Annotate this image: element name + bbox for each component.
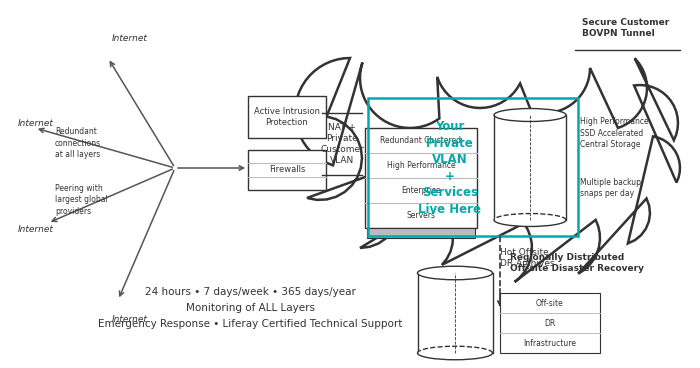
- Text: DR: DR: [545, 318, 556, 328]
- Bar: [365, 128, 477, 228]
- Text: Internet: Internet: [18, 118, 54, 127]
- Text: Active Intrusion
Protection: Active Intrusion Protection: [254, 107, 320, 127]
- Bar: [417, 273, 493, 353]
- Text: Redundant Clustered: Redundant Clustered: [381, 136, 461, 145]
- Polygon shape: [295, 58, 680, 282]
- Text: Internet: Internet: [112, 34, 148, 43]
- Text: Regionally Distributed
Off-site Disaster Recovery: Regionally Distributed Off-site Disaster…: [510, 253, 644, 273]
- Text: Enterprise: Enterprise: [401, 186, 441, 195]
- Text: Hot Offsite
DR Archives: Hot Offsite DR Archives: [500, 248, 554, 268]
- Bar: [500, 293, 600, 353]
- Text: High Performance: High Performance: [386, 161, 455, 170]
- Text: Internet: Internet: [112, 315, 148, 324]
- Ellipse shape: [417, 266, 493, 280]
- Text: Servers: Servers: [407, 211, 435, 220]
- Text: High Performance
SSD Accelerated
Central Storage: High Performance SSD Accelerated Central…: [580, 117, 649, 149]
- Text: Infrastructure: Infrastructure: [524, 339, 577, 347]
- Text: Your
Private
VLAN
+
Services
Live Here: Your Private VLAN + Services Live Here: [419, 120, 482, 216]
- Text: Firewalls: Firewalls: [269, 166, 305, 174]
- Bar: [368, 98, 578, 236]
- Text: NAT +
Private
Customer
VLAN: NAT + Private Customer VLAN: [320, 123, 364, 165]
- Bar: [367, 228, 475, 238]
- Ellipse shape: [494, 213, 566, 226]
- FancyBboxPatch shape: [248, 150, 326, 190]
- Text: Internet: Internet: [18, 226, 54, 234]
- Text: Secure Customer
BOVPN Tunnel: Secure Customer BOVPN Tunnel: [582, 18, 669, 38]
- Text: Multiple backup
snaps per day: Multiple backup snaps per day: [580, 178, 641, 198]
- Text: 24 hours • 7 days/week • 365 days/year
Monitoring of ALL Layers
Emergency Respon: 24 hours • 7 days/week • 365 days/year M…: [98, 287, 402, 329]
- Text: Off-site: Off-site: [536, 298, 564, 308]
- Bar: [494, 115, 566, 220]
- Text: Redundant
connections
at all layers: Redundant connections at all layers: [55, 127, 101, 159]
- FancyBboxPatch shape: [248, 96, 326, 138]
- Ellipse shape: [417, 346, 493, 360]
- Text: Peering with
largest global
providers: Peering with largest global providers: [55, 184, 108, 216]
- Ellipse shape: [494, 109, 566, 121]
